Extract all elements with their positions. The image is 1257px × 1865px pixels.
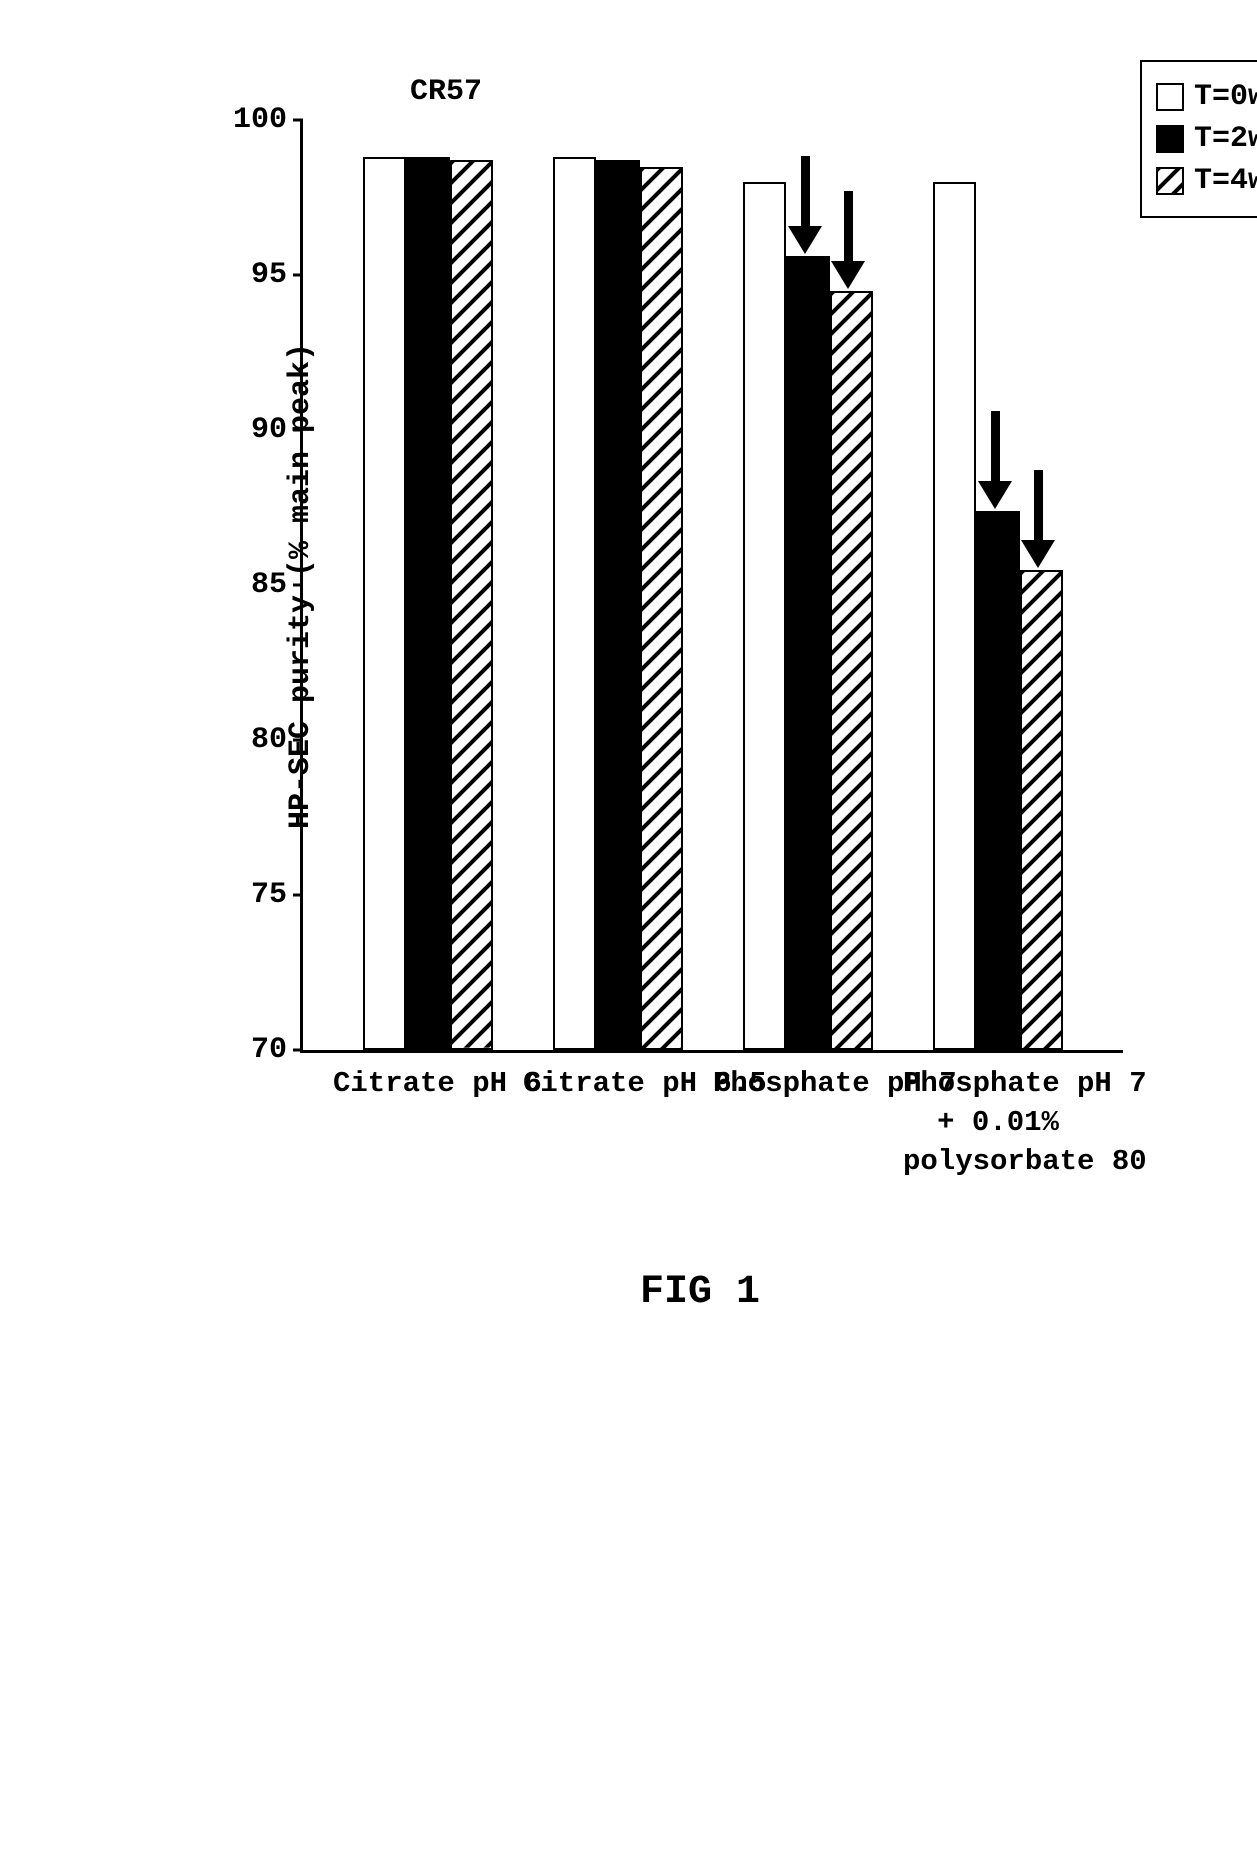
- y-tick-label: 80: [251, 723, 287, 757]
- bar: [976, 511, 1019, 1050]
- legend-label: T=0w: [1194, 80, 1257, 114]
- y-tick: [293, 894, 303, 897]
- legend-label: T=2w: [1194, 122, 1257, 156]
- annotation-arrow: [1021, 470, 1055, 568]
- bar: [830, 291, 873, 1051]
- bar: [1020, 570, 1063, 1051]
- category-label: Citrate pH 6: [333, 1064, 523, 1103]
- annotation-arrow: [978, 411, 1012, 509]
- legend-label: T=4w: [1194, 164, 1257, 198]
- bar-group: Citrate pH 6: [363, 120, 493, 1050]
- bar-group: Phosphate pH 7 + 0.01% polysorbate 80: [933, 120, 1063, 1050]
- bar: [450, 160, 493, 1050]
- y-tick: [293, 1049, 303, 1052]
- y-tick: [293, 119, 303, 122]
- page: CR57 T=0w T=2w T=4w HP-SEC purity (% main …: [0, 0, 1257, 1865]
- annotation-arrow: [788, 156, 822, 254]
- category-label: Phosphate pH 7: [713, 1064, 903, 1103]
- arrow-head: [831, 261, 865, 289]
- bar: [640, 167, 683, 1051]
- arrow-shaft: [991, 411, 1000, 481]
- arrow-head: [978, 481, 1012, 509]
- figure-caption: FIG 1: [640, 1270, 760, 1315]
- category-label: Citrate pH 6.5: [523, 1064, 713, 1103]
- bar: [363, 157, 406, 1050]
- legend: T=0w T=2w T=4w: [1140, 60, 1257, 218]
- bar-group: Citrate pH 6.5: [553, 120, 683, 1050]
- bar: [596, 160, 639, 1050]
- y-tick: [293, 274, 303, 277]
- chart-title: CR57: [410, 75, 482, 109]
- y-tick: [293, 584, 303, 587]
- arrow-head: [1021, 540, 1055, 568]
- legend-swatch: [1156, 83, 1184, 111]
- bar: [553, 157, 596, 1050]
- arrow-shaft: [844, 191, 853, 261]
- legend-swatch: [1156, 125, 1184, 153]
- category-label: Phosphate pH 7 + 0.01% polysorbate 80: [903, 1064, 1093, 1181]
- y-tick-label: 70: [251, 1033, 287, 1067]
- y-tick-label: 85: [251, 568, 287, 602]
- legend-swatch: [1156, 167, 1184, 195]
- bar: [786, 256, 829, 1050]
- arrow-shaft: [1034, 470, 1043, 540]
- arrow-shaft: [801, 156, 810, 226]
- annotation-arrow: [831, 191, 865, 289]
- bar: [743, 182, 786, 1050]
- y-tick-label: 75: [251, 878, 287, 912]
- plot-area: HP-SEC purity (% main peak) 707580859095…: [300, 120, 1123, 1053]
- y-tick: [293, 429, 303, 432]
- legend-item: T=4w: [1156, 164, 1257, 198]
- bar: [933, 182, 976, 1050]
- y-tick-label: 90: [251, 413, 287, 447]
- legend-item: T=0w: [1156, 80, 1257, 114]
- y-tick-label: 95: [251, 258, 287, 292]
- bar: [406, 157, 449, 1050]
- arrow-head: [788, 226, 822, 254]
- legend-item: T=2w: [1156, 122, 1257, 156]
- y-tick: [293, 739, 303, 742]
- y-tick-label: 100: [233, 103, 287, 137]
